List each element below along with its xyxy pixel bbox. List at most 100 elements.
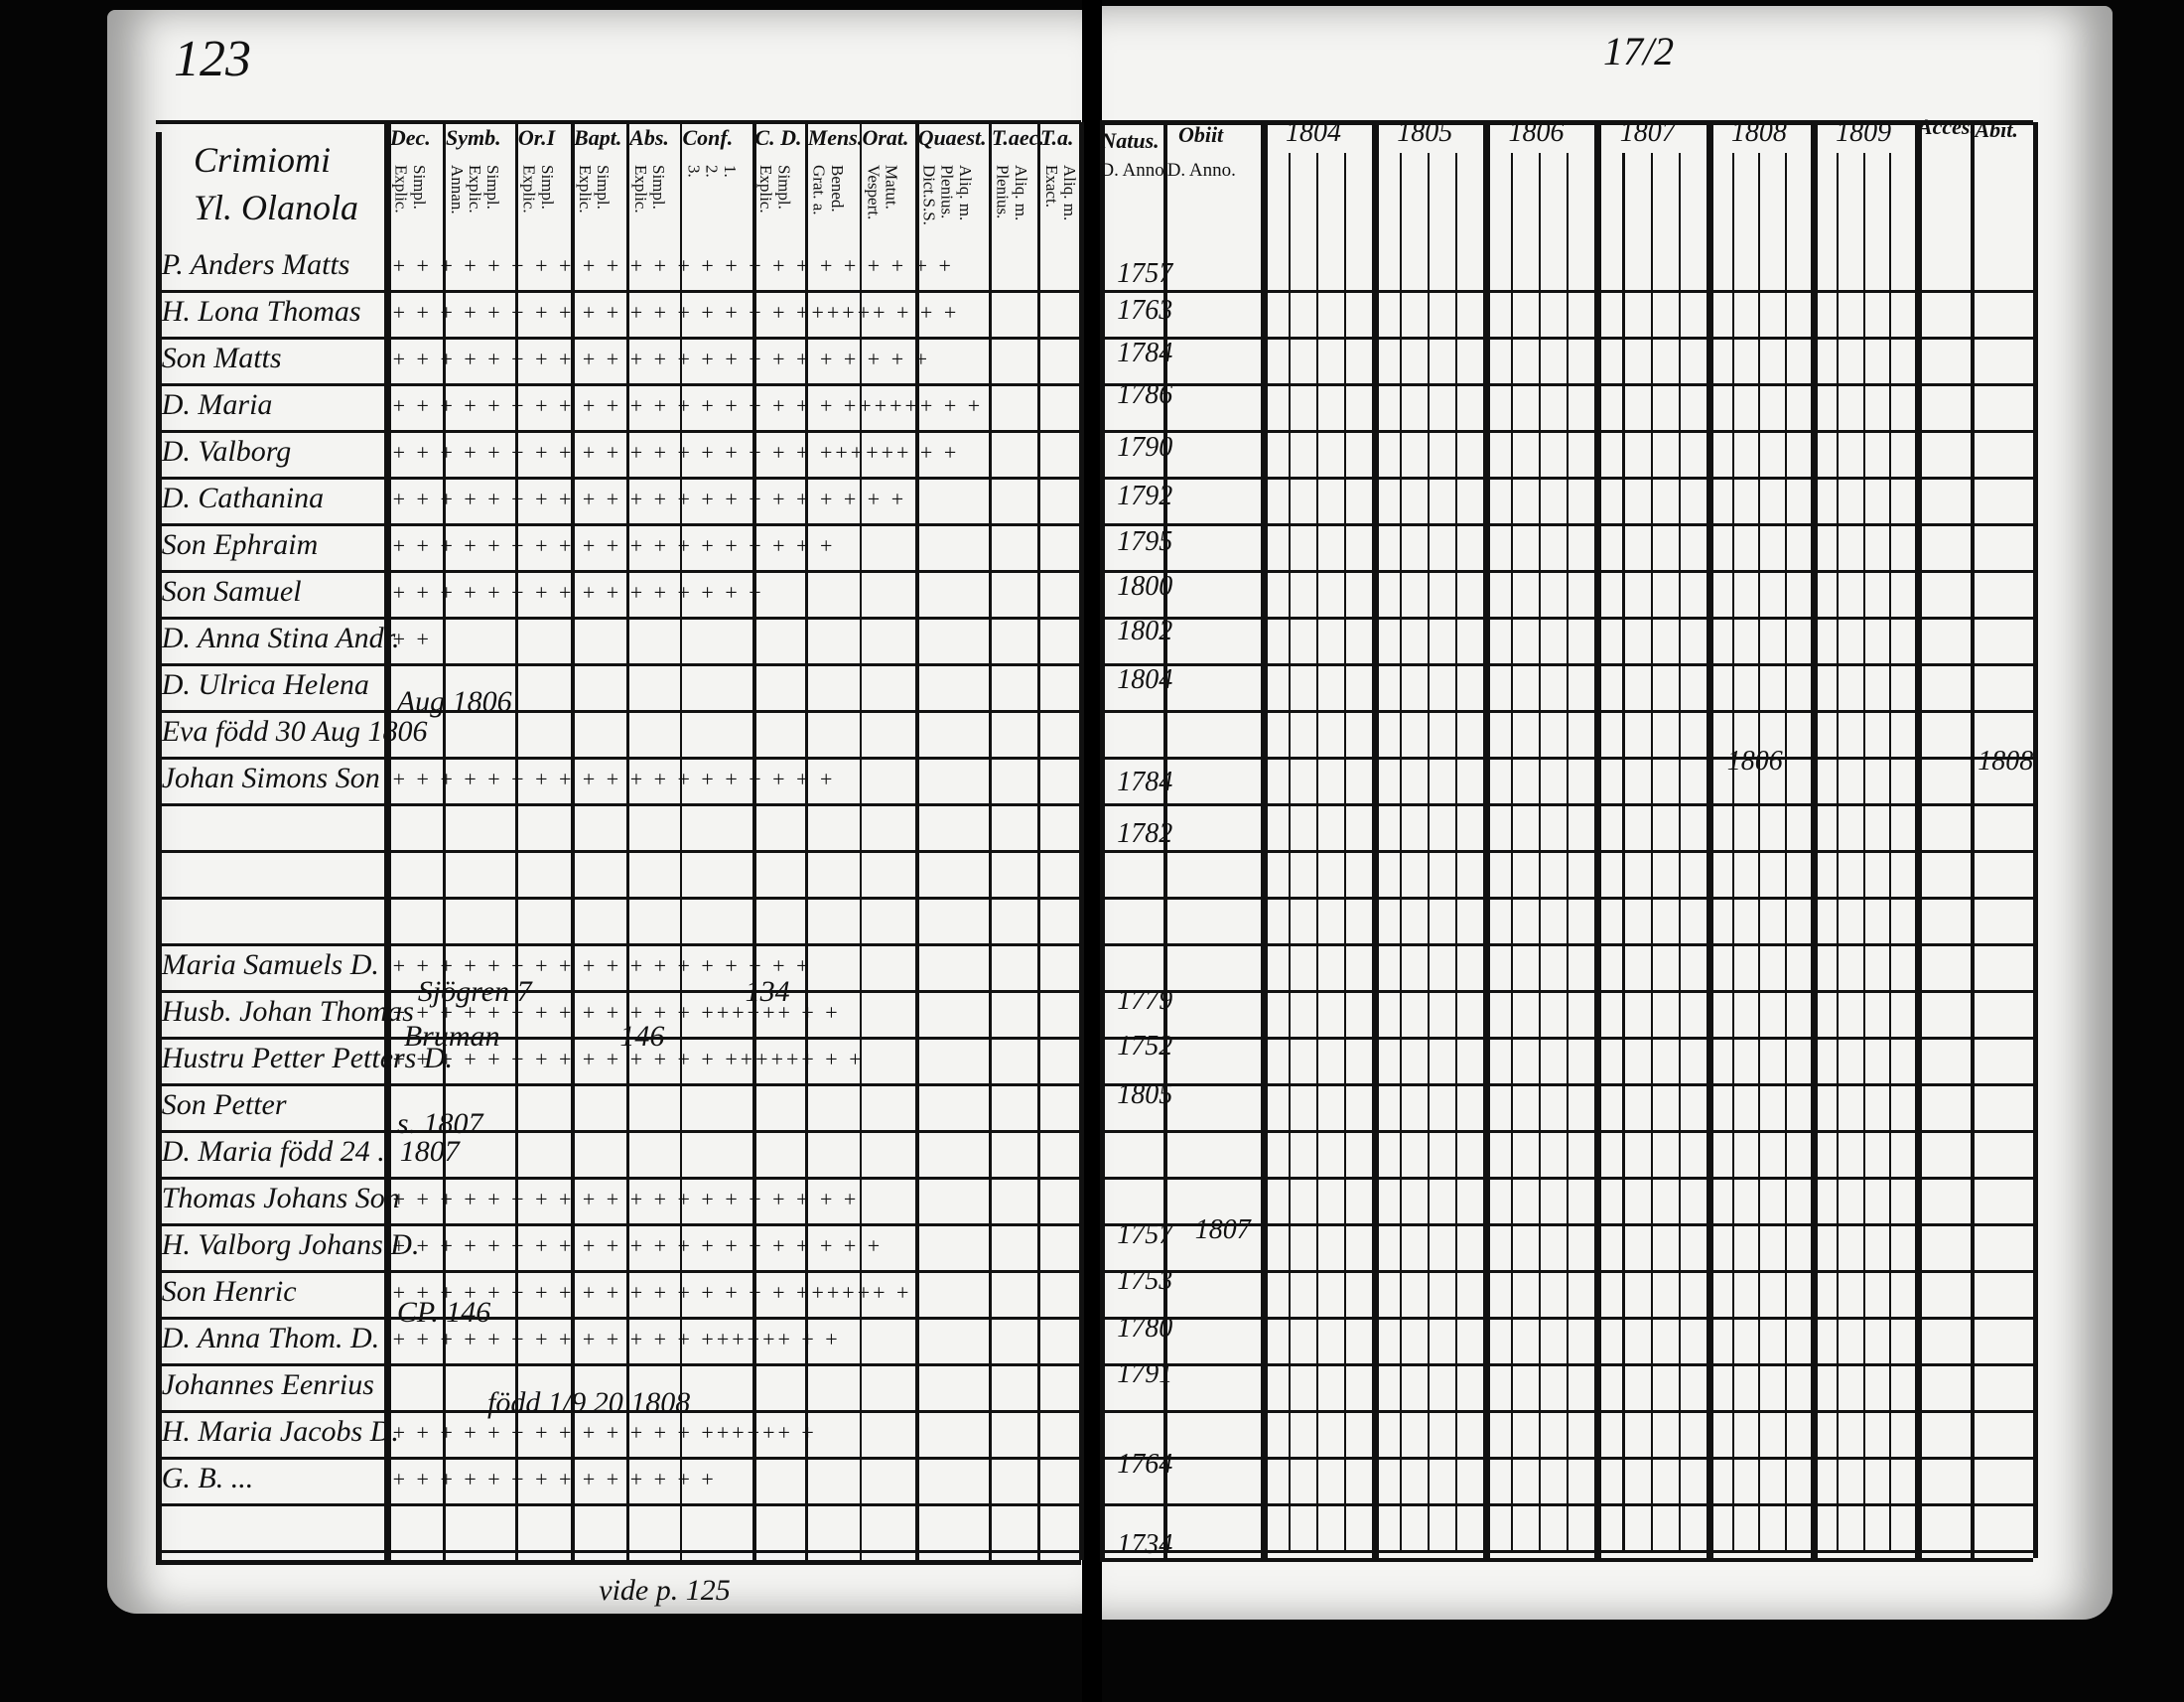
- column-subheader: Simpl.: [483, 164, 503, 210]
- person-name: D. Anna Stina Andr.: [161, 621, 400, 654]
- birth-year: 1792: [1117, 481, 1173, 512]
- subcolumn-divider: [1539, 153, 1542, 1554]
- subcolumn-divider: [1784, 153, 1787, 1554]
- attendance-marks: + + + + + + + + + + + + + + + + + ++++++…: [392, 300, 960, 326]
- column-divider: [443, 122, 446, 1561]
- column-header: Quaest.: [917, 125, 987, 151]
- attendance-marks: + + + + + + + + + + + + + + + +: [392, 580, 764, 606]
- column-divider: [804, 122, 808, 1561]
- birth-year: 1764: [1117, 1449, 1173, 1481]
- subcolumn-divider: [1888, 153, 1891, 1554]
- margin-annotation: CP. 146: [396, 1295, 491, 1329]
- row-rule: [156, 709, 1081, 713]
- top-rule-left: [156, 119, 1081, 124]
- right-page-number: 17/2: [1603, 29, 1675, 73]
- row-rule: [156, 429, 1081, 433]
- acces-header: Acces.: [1917, 114, 1976, 140]
- column-divider-right: [1810, 122, 1818, 1558]
- row-rule: [156, 802, 1081, 806]
- column-divider: [679, 122, 683, 1561]
- row-rule: [156, 616, 1081, 620]
- column-header: Or.I: [517, 125, 556, 151]
- row-rule-right: [1100, 382, 2034, 386]
- column-header: Bapt.: [574, 125, 622, 151]
- row-rule-right: [1100, 1176, 2034, 1180]
- row-rule: [156, 1036, 1081, 1040]
- attendance-marks: + +: [392, 627, 432, 652]
- left-page: [107, 10, 1085, 1614]
- column-subheader: Bened.: [827, 164, 847, 213]
- column-divider-right: [1162, 122, 1167, 1558]
- column-divider: [1079, 122, 1084, 1561]
- row-rule: [156, 896, 1081, 900]
- row-rule: [156, 1082, 1081, 1086]
- person-name: Son Samuel: [161, 574, 302, 608]
- row-rule-right: [1100, 1502, 2034, 1506]
- year-header: 1805: [1397, 116, 1453, 148]
- person-name: Hustru Petter Petters D.: [161, 1041, 454, 1074]
- row-rule: [156, 849, 1081, 853]
- column-header: T.a.: [1040, 125, 1074, 151]
- birth-year: 1790: [1117, 431, 1173, 463]
- column-divider: [626, 122, 630, 1561]
- person-name: Son Petter: [161, 1087, 287, 1121]
- birth-year: 1780: [1117, 1312, 1173, 1344]
- row-rule: [156, 476, 1081, 480]
- title-line-1: Crimiomi: [194, 140, 332, 180]
- person-name: D. Maria: [161, 387, 273, 421]
- row-rule: [156, 1176, 1081, 1180]
- birth-year: 1784: [1117, 337, 1173, 368]
- person-name: Son Matts: [161, 341, 282, 374]
- birth-year: 1782: [1117, 817, 1173, 849]
- year-header: 1806: [1508, 116, 1565, 148]
- row-rule: [156, 1222, 1081, 1226]
- row-rule-right: [1100, 1456, 2034, 1460]
- year-header: 1804: [1285, 116, 1341, 148]
- row-rule-right: [1100, 942, 2034, 946]
- margin-annotation: 1808: [1978, 745, 2034, 777]
- person-name: D. Valborg: [161, 434, 292, 468]
- column-header: Symb.: [445, 125, 501, 151]
- row-rule-right: [1100, 616, 2034, 620]
- column-header: Abs.: [629, 125, 669, 151]
- birth-year: 1800: [1117, 571, 1173, 603]
- row-rule: [156, 1549, 1081, 1553]
- row-rule-right: [1100, 1362, 2034, 1366]
- subcolumn-divider: [1758, 153, 1761, 1554]
- column-divider-right: [1100, 122, 1105, 1558]
- birth-year: 1734: [1117, 1529, 1173, 1561]
- obiit-subheader: D. Anno.: [1166, 160, 1236, 182]
- margin-annotation: 134: [745, 975, 790, 1009]
- column-divider: [859, 122, 863, 1561]
- row-rule: [156, 1129, 1081, 1133]
- subcolumn-divider: [1455, 153, 1458, 1554]
- bottom-rule-right: [1100, 1557, 2034, 1562]
- person-name: H. Lona Thomas: [161, 294, 361, 328]
- row-rule: [156, 1456, 1081, 1460]
- natus-header: Natus.: [1100, 128, 1160, 154]
- row-rule-right: [1100, 569, 2034, 573]
- year-header: 1809: [1836, 116, 1892, 148]
- row-rule-right: [1100, 1269, 2034, 1273]
- top-rule-right: [1100, 119, 2034, 126]
- book-gutter: [1082, 0, 1102, 1702]
- attendance-marks: + + + + + + + + + + + + + + + + + ++++++…: [392, 1280, 912, 1306]
- subcolumn-divider: [1288, 153, 1291, 1554]
- row-rule-right: [1100, 289, 2034, 293]
- column-divider-right: [1706, 122, 1713, 1558]
- row-rule: [156, 756, 1081, 760]
- person-name: D. Ulrica Helena: [161, 667, 369, 701]
- year-header: 1808: [1730, 116, 1787, 148]
- column-subheader: Exact.: [1041, 164, 1061, 208]
- column-subheader: Annan.: [447, 164, 467, 214]
- row-rule-right: [1100, 1082, 2034, 1086]
- person-name: D. Anna Thom. D.: [161, 1321, 380, 1354]
- column-divider: [751, 122, 756, 1561]
- column-subheader: Simpl.: [649, 164, 669, 210]
- column-subheader: Aliq. m.: [955, 164, 975, 220]
- subcolumn-divider: [1678, 153, 1681, 1554]
- subcolumn-divider: [1837, 153, 1840, 1554]
- row-rule: [156, 522, 1081, 526]
- row-rule: [156, 1269, 1081, 1273]
